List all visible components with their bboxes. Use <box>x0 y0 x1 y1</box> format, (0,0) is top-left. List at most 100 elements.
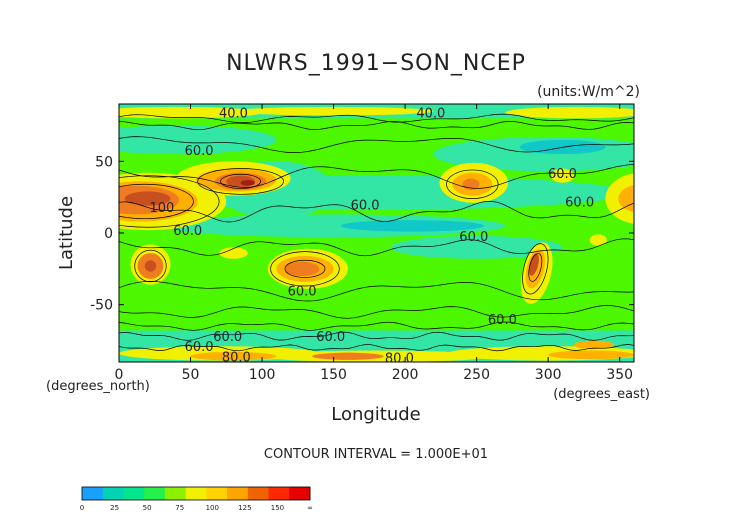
contour-line <box>119 200 634 223</box>
spot <box>573 340 614 350</box>
y-tick-label: 0 <box>104 226 113 242</box>
contour-label: 60.0 <box>488 313 517 328</box>
colorbar-tick-label: 25 <box>110 504 119 512</box>
y-tick-label: 50 <box>95 154 113 170</box>
x-tick-label: 0 <box>115 367 124 383</box>
antarctic-hot <box>548 350 634 360</box>
arctic-warm <box>505 106 634 119</box>
teal-spot <box>340 220 484 232</box>
contour-label: 60.0 <box>459 230 488 245</box>
colorbar-tick-label: 150 <box>271 504 284 512</box>
contour-label: 40.0 <box>219 107 248 122</box>
contour-label: 60.0 <box>565 195 594 210</box>
antarctic-hot <box>312 352 384 360</box>
antarctic-hot <box>190 351 277 361</box>
colorbar-swatch <box>82 487 104 500</box>
contour-line <box>119 305 634 319</box>
contour-ring <box>284 259 326 278</box>
contour-ring <box>134 249 167 283</box>
sahara-core <box>124 191 171 206</box>
colorbar-swatch <box>227 487 249 500</box>
arctic-warm <box>119 106 263 119</box>
contour-line <box>119 321 634 331</box>
y-unit-label: (degrees_north) <box>46 379 150 394</box>
arctic-warm <box>233 106 434 116</box>
contour-label: 80.0 <box>222 350 251 365</box>
teal-spot <box>519 139 606 155</box>
x-unit-label: (degrees_east) <box>553 387 650 402</box>
contour-line <box>119 344 634 352</box>
contour-ring <box>197 168 284 195</box>
x-tick-label: 150 <box>320 367 347 383</box>
colorbar-swatch <box>144 487 166 500</box>
contour-label: 60.0 <box>213 330 242 345</box>
y-tick-label: -50 <box>90 298 113 314</box>
colorbar-swatch <box>268 487 290 500</box>
contour-line <box>119 281 634 302</box>
sahara-wrap <box>605 173 634 224</box>
asia-core <box>240 179 255 186</box>
units-label: (units:W/m^2) <box>537 84 640 100</box>
cyan-zone <box>390 235 563 259</box>
contour-ring <box>270 251 340 287</box>
spot <box>551 168 574 183</box>
colorbar-swatch <box>206 487 228 500</box>
contour-ring <box>522 243 549 295</box>
safrica-core <box>144 260 157 272</box>
cyan-zone <box>119 125 277 155</box>
contour-ring <box>446 169 499 199</box>
colorbar-swatch <box>123 487 145 500</box>
colorbar-swatch <box>289 487 311 500</box>
x-tick-label: 300 <box>535 367 562 383</box>
contour-label: 60.0 <box>173 224 202 239</box>
x-tick-label: 350 <box>606 367 633 383</box>
colorbar-tick-label: 125 <box>238 504 251 512</box>
contour-label: 80.0 <box>385 352 414 367</box>
colorbar-swatch <box>164 487 187 500</box>
contour-ring <box>119 183 194 220</box>
spot <box>219 247 248 259</box>
australia-dark <box>284 261 320 277</box>
contour-label: 60.0 <box>288 284 317 299</box>
contour-label: 60.0 <box>351 198 380 213</box>
contour-label: 60.0 <box>548 167 577 182</box>
colorbar-swatch <box>247 487 270 500</box>
colorbar-tick-label: 0 <box>80 504 84 512</box>
x-tick-label: 50 <box>182 367 200 383</box>
spot <box>589 234 607 246</box>
contour-line <box>119 136 634 153</box>
contour-line <box>119 164 634 189</box>
colorbar-tick-label: 75 <box>175 504 184 512</box>
colorbar-tick-label: 50 <box>143 504 152 512</box>
colorbar-swatch <box>185 487 207 500</box>
x-tick-label: 100 <box>249 367 276 383</box>
cyan-zone <box>161 214 506 238</box>
sahara-wrap-orange <box>618 184 634 213</box>
contour-label: 100 <box>150 201 175 216</box>
contour-label: 60.0 <box>185 144 214 159</box>
contour-label: 60.0 <box>185 340 214 355</box>
contour-ring <box>220 173 261 189</box>
colorbar-tick-label: ∞ <box>307 504 313 512</box>
colorbar-swatch <box>102 487 124 500</box>
colorbar-tick-label: 100 <box>206 504 219 512</box>
contour-line <box>119 331 634 341</box>
y-axis-title: Latitude <box>56 196 77 270</box>
contour-ring <box>528 253 543 282</box>
andes-dark <box>528 253 539 276</box>
contour-line <box>119 121 634 131</box>
contour-label: 60.0 <box>316 330 345 345</box>
contour-ring <box>119 175 220 228</box>
contour-line <box>119 113 634 123</box>
contour-line <box>119 238 634 257</box>
x-axis-title: Longitude <box>331 404 421 425</box>
chart-title: NLWRS_1991−SON_NCEP <box>226 51 526 76</box>
x-tick-label: 200 <box>392 367 419 383</box>
x-tick-label: 250 <box>463 367 490 383</box>
colorbar: 0 25 50 75 100 125 150 ∞ <box>80 486 313 512</box>
contour-label: 40.0 <box>416 107 445 122</box>
contour-interval-label: CONTOUR INTERVAL = 1.000E+01 <box>264 447 488 462</box>
plot-area <box>119 104 634 362</box>
colorbar-frame <box>81 486 311 501</box>
